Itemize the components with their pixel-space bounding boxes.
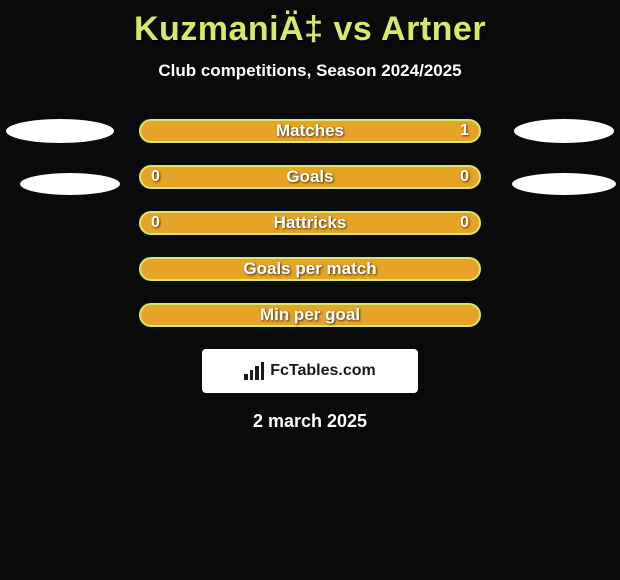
stat-row-min-per-goal: Min per goal (139, 303, 481, 327)
page-subtitle: Club competitions, Season 2024/2025 (0, 61, 620, 81)
badge-text: FcTables.com (270, 362, 376, 380)
stat-label: Hattricks (274, 213, 347, 233)
bar-chart-icon (244, 362, 264, 380)
main-container: KuzmaniÄ‡ vs Artner Club competitions, S… (0, 0, 620, 432)
stat-row-goals: 0 Goals 0 (139, 165, 481, 189)
stat-label: Goals per match (243, 259, 376, 279)
stat-label: Goals (286, 167, 333, 187)
source-badge[interactable]: FcTables.com (202, 349, 418, 393)
stats-area: Matches 1 0 Goals 0 0 Hattricks 0 Goals … (0, 119, 620, 327)
stat-value-left: 0 (151, 214, 160, 232)
decorative-ellipse-bottom-right (512, 173, 616, 195)
stat-value-right: 1 (460, 122, 469, 140)
stat-row-hattricks: 0 Hattricks 0 (139, 211, 481, 235)
page-title: KuzmaniÄ‡ vs Artner (0, 10, 620, 49)
decorative-ellipse-top-left (6, 119, 114, 143)
stat-value-left: 0 (151, 168, 160, 186)
stat-value-right: 0 (460, 168, 469, 186)
decorative-ellipse-bottom-left (20, 173, 120, 195)
stat-label: Min per goal (260, 305, 360, 325)
stat-row-goals-per-match: Goals per match (139, 257, 481, 281)
stat-value-right: 0 (460, 214, 469, 232)
decorative-ellipse-top-right (514, 119, 614, 143)
stat-row-matches: Matches 1 (139, 119, 481, 143)
footer-date: 2 march 2025 (0, 411, 620, 432)
stat-label: Matches (276, 121, 344, 141)
